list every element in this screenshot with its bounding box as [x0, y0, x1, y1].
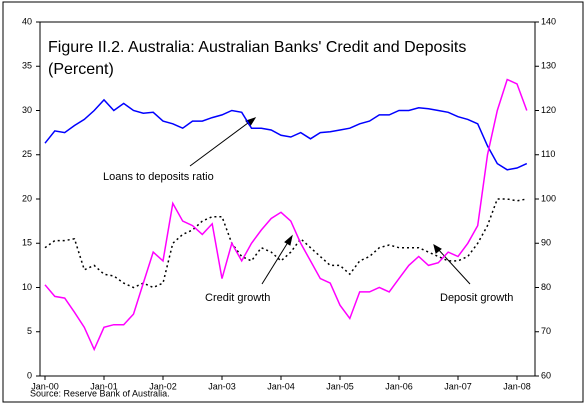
x-tick-label: Jan-07 — [444, 381, 472, 391]
y-tick-label: 15 — [22, 238, 32, 248]
chart-subtitle: (Percent) — [48, 61, 114, 78]
y-tick-label: 20 — [22, 193, 32, 203]
series-label: Deposit growth — [440, 292, 513, 304]
series-line — [44, 198, 527, 289]
y-tick-label: 5 — [27, 326, 32, 336]
y-tick-label: 35 — [22, 61, 32, 71]
arrow-head — [284, 234, 293, 246]
x-tick-label: Jan-08 — [503, 381, 531, 391]
x-tick-label: Jan-03 — [208, 381, 236, 391]
plot-area — [39, 21, 536, 377]
x-tick-label: Jan-02 — [149, 381, 177, 391]
y2-tick-label: 140 — [541, 16, 556, 26]
y2-tick-label: 90 — [541, 238, 551, 248]
series-line — [44, 98, 528, 171]
x-tick-label: Jan-06 — [385, 381, 413, 391]
y-tick-label: 10 — [22, 282, 32, 292]
y-tick-label: 25 — [22, 149, 32, 159]
y-tick-label: 30 — [22, 105, 32, 115]
y2-tick-label: 60 — [541, 370, 551, 380]
arrow — [189, 119, 253, 167]
arrow-head — [433, 243, 442, 254]
y-tick-label: 40 — [22, 16, 32, 26]
chart-title: Figure II.2. Australia: Australian Banks… — [48, 39, 466, 56]
y2-tick-label: 100 — [541, 193, 556, 203]
y2-tick-label: 70 — [541, 326, 551, 336]
x-tick-label: Jan-05 — [326, 381, 354, 391]
arrow — [261, 238, 291, 285]
y2-tick-label: 120 — [541, 105, 556, 115]
y2-tick-label: 130 — [541, 61, 556, 71]
x-tick-label: Jan-01 — [90, 381, 118, 391]
arrow — [436, 247, 471, 285]
y-tick-label: 0 — [27, 370, 32, 380]
x-tick-label: Jan-04 — [267, 381, 295, 391]
series-line — [44, 78, 528, 352]
y2-tick-label: 80 — [541, 282, 551, 292]
series-label: Loans to deposits ratio — [103, 171, 214, 183]
series-label: Credit growth — [205, 292, 270, 304]
x-tick-label: Jan-00 — [31, 381, 59, 391]
arrows — [189, 117, 471, 285]
source-note: Source: Reserve Bank of Australia. — [30, 388, 170, 398]
y2-tick-label: 110 — [541, 149, 555, 159]
